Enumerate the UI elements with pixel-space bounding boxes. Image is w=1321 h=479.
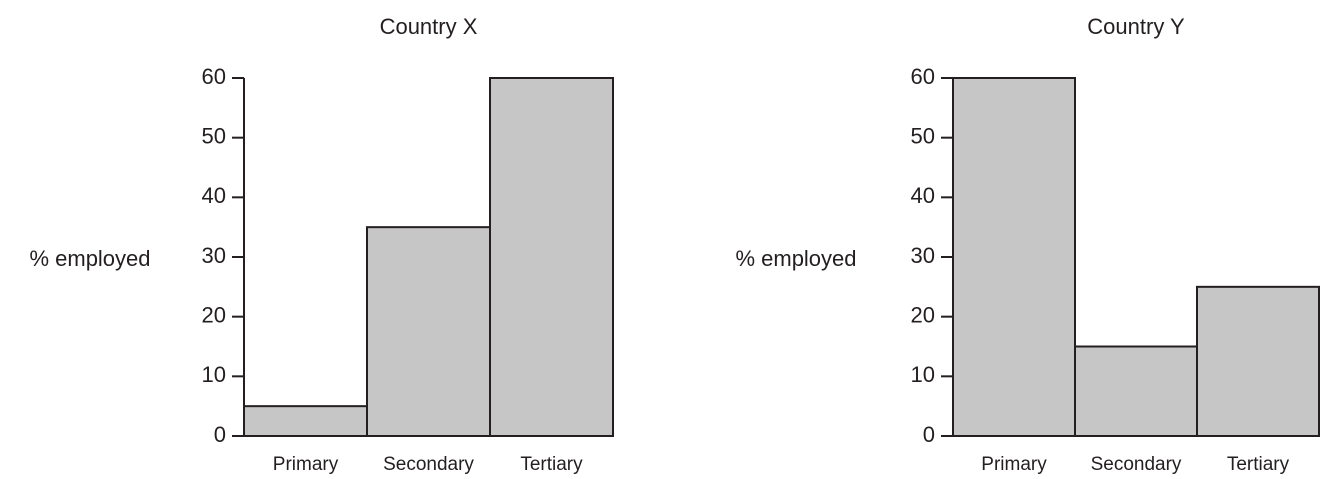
bar [1196,285,1320,438]
y-tick-label: 0 [214,422,226,447]
x-tick-label: Primary [273,454,339,475]
chart-title: Country X [380,14,478,39]
y-tick-label: 20 [911,302,935,327]
bar [489,77,614,437]
y-tick-label: 10 [202,362,226,387]
y-tick-label: 20 [202,302,226,327]
chart-title: Country Y [1087,14,1185,39]
y-axis-label: % employed [735,246,856,271]
y-tick-label: 40 [911,183,935,208]
y-tick-label: 50 [911,123,935,148]
y-tick-label: 40 [202,183,226,208]
x-tick-label: Primary [981,454,1047,475]
y-tick-label: 60 [202,64,226,89]
bar [366,226,491,437]
bar [1074,345,1198,437]
y-tick-label: 30 [911,243,935,268]
y-tick-label: 0 [923,422,935,447]
y-tick-label: 50 [202,123,226,148]
bar [243,405,368,437]
y-tick-label: 10 [911,362,935,387]
x-tick-label: Secondary [383,454,474,475]
x-tick-label: Secondary [1091,454,1182,475]
y-tick-label: 60 [911,64,935,89]
y-axis-label: % employed [29,246,150,271]
x-tick-label: Tertiary [1227,454,1290,475]
x-tick-label: Tertiary [520,454,583,475]
y-tick-label: 30 [202,243,226,268]
bar [952,77,1076,437]
